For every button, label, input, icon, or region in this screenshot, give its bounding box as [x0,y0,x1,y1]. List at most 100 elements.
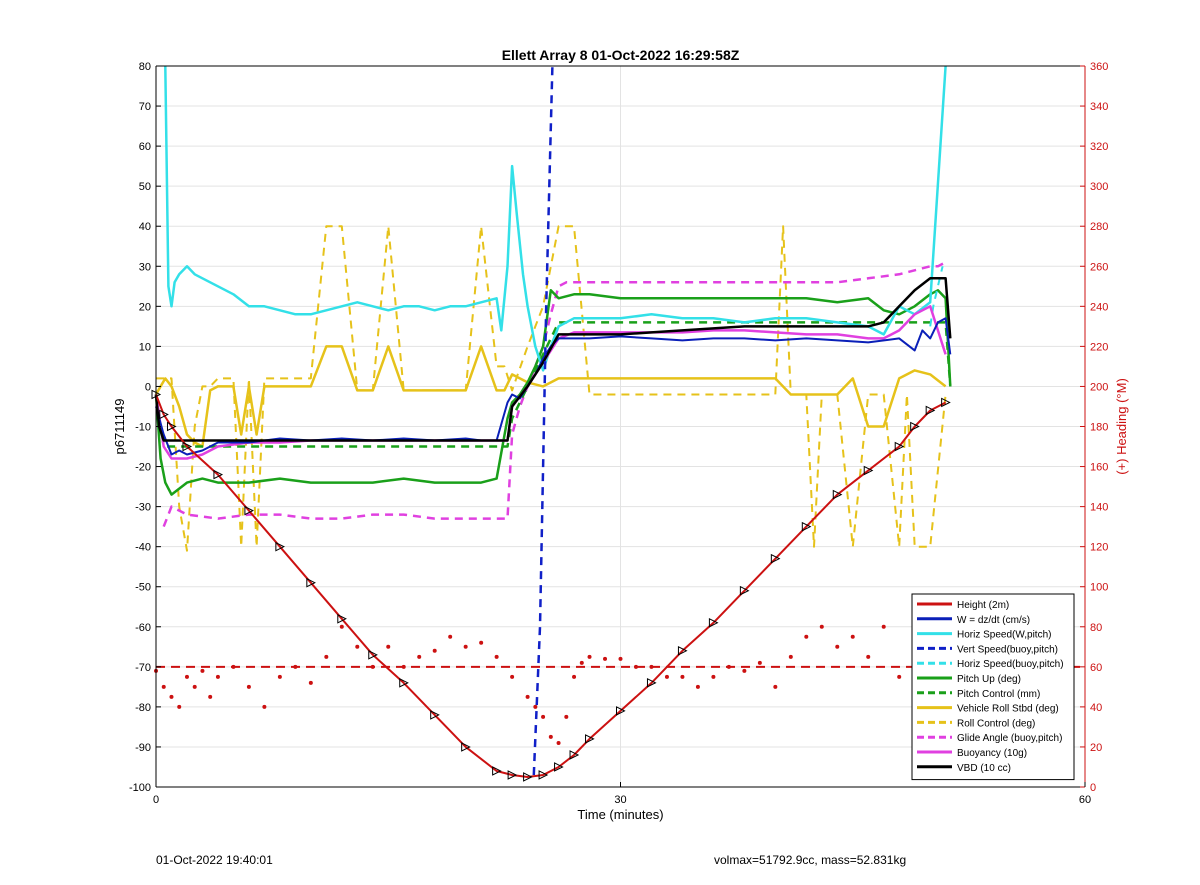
heading-point [897,674,902,679]
heading-point [184,674,189,679]
y-tick-label: -70 [135,662,151,674]
heading-point [664,674,669,679]
y2-tick-label: 80 [1090,622,1102,634]
y-tick-label: -90 [135,742,151,754]
y2-tick-label: 60 [1090,662,1102,674]
legend-label: VBD (10 cc) [957,763,1011,774]
heading-point [804,634,809,639]
height-marker [538,770,549,780]
y-tick-label: 0 [145,381,151,393]
legend-label: W = dz/dt (cm/s) [957,615,1030,626]
y2-tick-label: 260 [1090,261,1108,273]
height-marker [925,405,936,416]
height-marker [801,521,812,532]
height-marker [507,770,518,780]
y2-axis-label: (+) Heading (°M) [1114,378,1129,475]
heading-point [355,644,360,649]
height-marker [275,541,285,552]
x-axis-label: Time (minutes) [577,807,663,822]
height-marker [739,585,750,596]
heading-point [417,654,422,659]
heading-point [510,674,515,679]
legend-label: Glide Angle (buoy,pitch) [957,733,1062,744]
height-marker [523,772,533,782]
height-marker [585,734,595,744]
y-tick-label: -20 [135,462,151,474]
footer-timestamp: 01-Oct-2022 19:40:01 [156,853,273,867]
series-line-3 [532,65,554,776]
height-marker [337,613,347,624]
series-line-5 [154,289,952,496]
heading-point [564,714,569,719]
heading-point [695,684,700,689]
legend-label: Horiz Speed(buoy,pitch) [957,659,1064,670]
heading-point [432,648,437,653]
legend-label: Pitch Control (mm) [957,689,1040,700]
heading-point [680,674,685,679]
y-tick-label: 20 [139,301,151,313]
heading-point [308,680,313,685]
height-marker [159,409,169,420]
y2-tick-label: 220 [1090,341,1108,353]
height-marker [569,750,580,760]
legend-label: Vehicle Roll Stbd (deg) [957,704,1059,715]
heading-point [370,664,375,669]
heading-point [587,654,592,659]
series-line-2 [164,65,947,372]
height-marker [166,421,177,432]
heading-point [177,704,182,709]
y-tick-label: 50 [139,181,151,193]
heading-point [866,654,871,659]
y2-tick-label: 160 [1090,462,1108,474]
heading-point [293,664,298,669]
y2-tick-label: 300 [1090,181,1108,193]
y2-tick-label: 20 [1090,742,1102,754]
y-tick-label: 70 [139,101,151,113]
heading-point [603,656,608,661]
heading-point [757,660,762,665]
y2-tick-label: 320 [1090,141,1108,153]
heading-point [208,694,213,699]
y2-tick-label: 280 [1090,221,1108,233]
heading-point [579,660,584,665]
heading-point [548,734,553,739]
y2-tick-label: 100 [1090,582,1108,594]
heading-point [192,684,197,689]
height-marker [863,465,874,476]
y-tick-label: -30 [135,502,151,514]
y-axis-label: p6711149 [112,399,127,455]
heading-point [572,674,577,679]
height-marker [244,505,255,516]
y2-tick-label: 360 [1090,61,1108,73]
height-marker [213,469,224,480]
legend-label: Height (2m) [957,600,1009,611]
heading-point [533,704,538,709]
height-marker [677,646,688,656]
heading-point [339,624,344,629]
heading-point [541,714,546,719]
x-tick-label: 0 [153,794,159,806]
y2-tick-label: 200 [1090,381,1108,393]
y2-tick-label: 120 [1090,542,1108,554]
legend-label: Pitch Up (deg) [957,674,1021,685]
heading-point [742,668,747,673]
heading-point [463,644,468,649]
legend-label: Buoyancy (10g) [957,748,1027,759]
heading-point [262,704,267,709]
heading-point [231,664,236,669]
legend-label: Horiz Speed(W,pitch) [957,630,1051,641]
height-marker [492,766,502,776]
x-tick-label: 60 [1079,794,1091,806]
height-marker [461,742,471,752]
heading-point [850,634,855,639]
height-marker [910,421,920,432]
legend-label: Vert Speed(buoy,pitch) [957,644,1058,655]
height-marker [182,441,193,452]
y-tick-label: -50 [135,582,151,594]
y-tick-label: -80 [135,702,151,714]
y2-tick-label: 340 [1090,101,1108,113]
heading-point [835,644,840,649]
axes: -100-90-80-70-60-50-40-30-20-10010203040… [129,61,1108,806]
y2-tick-label: 40 [1090,702,1102,714]
height-marker [832,489,843,500]
